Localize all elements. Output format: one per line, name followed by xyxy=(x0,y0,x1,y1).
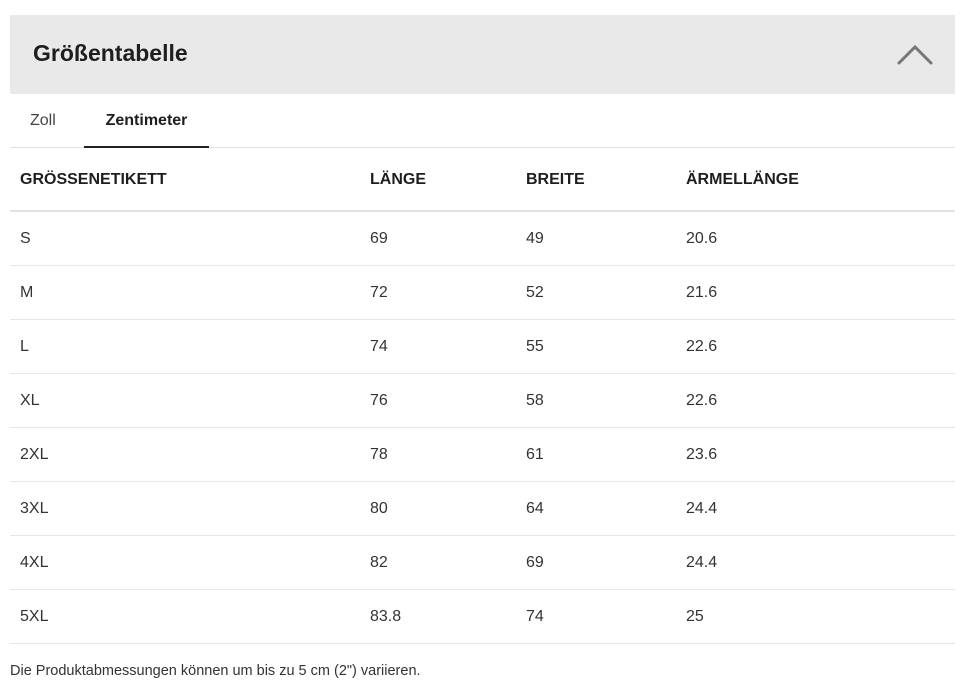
length-cell: 76 xyxy=(360,373,516,428)
width-cell: 74 xyxy=(516,589,676,644)
width-cell: 52 xyxy=(516,265,676,320)
size-label-cell: 5XL xyxy=(10,589,360,644)
table-header-row: GRÖSSENETIKETT LÄNGE BREITE ÄRMELLÄNGE xyxy=(10,148,955,212)
sleeve-length-cell: 20.6 xyxy=(676,211,955,266)
column-header-size-label: GRÖSSENETIKETT xyxy=(10,148,360,212)
width-cell: 61 xyxy=(516,427,676,482)
size-label-cell: S xyxy=(10,211,360,266)
size-label-cell: 3XL xyxy=(10,481,360,536)
chevron-up-icon xyxy=(897,44,933,65)
sleeve-length-cell: 24.4 xyxy=(676,481,955,536)
length-cell: 83.8 xyxy=(360,589,516,644)
column-header-sleeve-length: ÄRMELLÄNGE xyxy=(676,148,955,212)
length-cell: 72 xyxy=(360,265,516,320)
unit-tabs: Zoll Zentimeter xyxy=(10,94,955,148)
table-row: L 74 55 22.6 xyxy=(10,319,955,374)
width-cell: 69 xyxy=(516,535,676,590)
table-row: 3XL 80 64 24.4 xyxy=(10,481,955,536)
table-row: 5XL 83.8 74 25 xyxy=(10,589,955,644)
sleeve-length-cell: 22.6 xyxy=(676,373,955,428)
size-label-cell: M xyxy=(10,265,360,320)
length-cell: 78 xyxy=(360,427,516,482)
size-label-cell: XL xyxy=(10,373,360,428)
table-row: M 72 52 21.6 xyxy=(10,265,955,320)
table-row: S 69 49 20.6 xyxy=(10,211,955,266)
length-cell: 74 xyxy=(360,319,516,374)
sleeve-length-cell: 21.6 xyxy=(676,265,955,320)
width-cell: 64 xyxy=(516,481,676,536)
tab-zentimeter[interactable]: Zentimeter xyxy=(84,94,209,148)
width-cell: 49 xyxy=(516,211,676,266)
size-chart-header[interactable]: Größentabelle xyxy=(10,15,955,94)
measurement-note: Die Produktabmessungen können um bis zu … xyxy=(10,663,421,679)
width-cell: 58 xyxy=(516,373,676,428)
size-label-cell: L xyxy=(10,319,360,374)
width-cell: 55 xyxy=(516,319,676,374)
length-cell: 80 xyxy=(360,481,516,536)
page-title: Größentabelle xyxy=(33,40,188,66)
collapse-button[interactable] xyxy=(895,39,935,69)
column-header-length: LÄNGE xyxy=(360,148,516,212)
size-label-cell: 4XL xyxy=(10,535,360,590)
length-cell: 82 xyxy=(360,535,516,590)
sleeve-length-cell: 24.4 xyxy=(676,535,955,590)
column-header-width: BREITE xyxy=(516,148,676,212)
table-row: 2XL 78 61 23.6 xyxy=(10,427,955,482)
size-label-cell: 2XL xyxy=(10,427,360,482)
sleeve-length-cell: 22.6 xyxy=(676,319,955,374)
table-row: 4XL 82 69 24.4 xyxy=(10,535,955,590)
length-cell: 69 xyxy=(360,211,516,266)
size-table: GRÖSSENETIKETT LÄNGE BREITE ÄRMELLÄNGE S… xyxy=(10,148,955,644)
sleeve-length-cell: 25 xyxy=(676,589,955,644)
sleeve-length-cell: 23.6 xyxy=(676,427,955,482)
tab-zoll[interactable]: Zoll xyxy=(30,112,56,129)
table-row: XL 76 58 22.6 xyxy=(10,373,955,428)
